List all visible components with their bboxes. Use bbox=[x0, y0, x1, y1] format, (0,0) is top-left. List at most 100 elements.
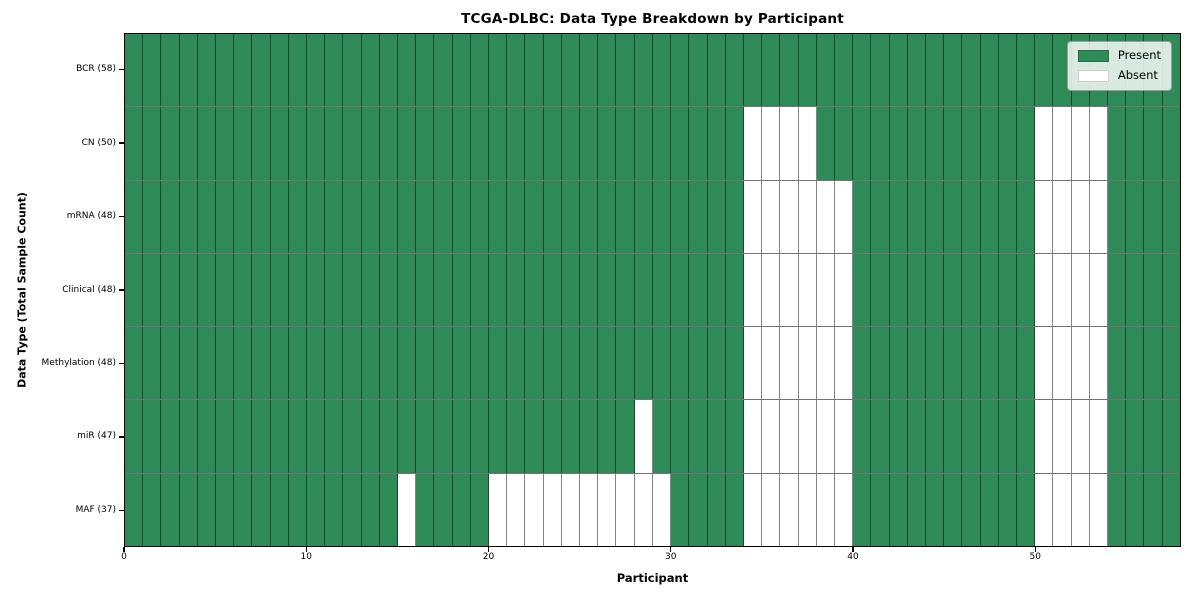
heatmap-cell bbox=[1089, 327, 1108, 400]
heatmap-cell bbox=[416, 400, 435, 473]
heatmap-cell bbox=[652, 107, 672, 180]
heatmap-cell bbox=[234, 473, 253, 546]
heatmap-cell bbox=[1016, 473, 1036, 546]
heatmap-cell bbox=[944, 34, 963, 107]
heatmap-cell bbox=[179, 400, 198, 473]
heatmap-cell bbox=[853, 473, 872, 546]
heatmap-cell bbox=[416, 253, 435, 327]
heatmap-cell bbox=[343, 400, 362, 473]
heatmap-cell bbox=[416, 107, 435, 180]
heatmap-cell bbox=[871, 253, 890, 327]
heatmap-cell bbox=[307, 400, 326, 473]
heatmap-cell bbox=[489, 34, 508, 107]
heatmap-cell bbox=[580, 180, 599, 253]
heatmap-cell bbox=[743, 180, 763, 253]
y-tick-mark bbox=[119, 289, 124, 291]
heatmap-cell bbox=[561, 327, 581, 400]
heatmap-cell bbox=[780, 180, 799, 253]
chart-title: TCGA-DLBC: Data Type Breakdown by Partic… bbox=[461, 11, 844, 27]
heatmap-cell bbox=[925, 400, 945, 473]
heatmap-cell bbox=[1035, 327, 1054, 400]
heatmap-cell bbox=[798, 107, 817, 180]
heatmap-cell bbox=[671, 107, 690, 180]
heatmap-cell bbox=[816, 180, 835, 253]
heatmap-cell bbox=[361, 107, 380, 180]
heatmap-cell bbox=[853, 327, 872, 400]
heatmap-cell bbox=[707, 473, 726, 546]
heatmap-cell bbox=[853, 180, 872, 253]
heatmap-cell bbox=[998, 34, 1017, 107]
heatmap-cell bbox=[743, 327, 763, 400]
heatmap-cell bbox=[634, 34, 653, 107]
heatmap-cell bbox=[234, 34, 253, 107]
heatmap-cell bbox=[962, 400, 981, 473]
y-tick-label: CN (50) bbox=[81, 137, 116, 148]
heatmap-cell bbox=[343, 34, 362, 107]
heatmap-cell bbox=[216, 180, 235, 253]
heatmap-cell bbox=[1053, 400, 1072, 473]
heatmap-cell bbox=[834, 473, 854, 546]
heatmap-cell bbox=[434, 400, 453, 473]
heatmap-cell bbox=[762, 34, 781, 107]
heatmap-cell bbox=[634, 327, 653, 400]
heatmap-row bbox=[125, 107, 1180, 181]
heatmap-cell bbox=[216, 400, 235, 473]
heatmap-cell bbox=[452, 327, 471, 400]
heatmap-cell bbox=[598, 327, 617, 400]
heatmap-cell bbox=[434, 34, 453, 107]
heatmap-cell bbox=[762, 180, 781, 253]
heatmap-cell bbox=[307, 107, 326, 180]
heatmap-cell bbox=[707, 107, 726, 180]
heatmap-cell bbox=[816, 34, 835, 107]
heatmap-cell bbox=[671, 327, 690, 400]
heatmap-cell bbox=[434, 253, 453, 327]
legend-swatch-present bbox=[1077, 50, 1109, 62]
heatmap-cell bbox=[1107, 180, 1127, 253]
heatmap-cell bbox=[616, 180, 635, 253]
heatmap-cell bbox=[1144, 253, 1163, 327]
heatmap-cell bbox=[853, 34, 872, 107]
heatmap-cell bbox=[416, 473, 435, 546]
heatmap-cell bbox=[543, 107, 562, 180]
heatmap-cell bbox=[798, 473, 817, 546]
heatmap-cell bbox=[1107, 473, 1127, 546]
heatmap-cell bbox=[543, 253, 562, 327]
heatmap-cell bbox=[470, 107, 490, 180]
heatmap-cell bbox=[270, 253, 289, 327]
y-tick-label: mRNA (48) bbox=[66, 211, 116, 222]
y-tick-mark bbox=[119, 215, 124, 218]
heatmap-cell bbox=[125, 34, 144, 107]
x-tick-mark bbox=[670, 547, 672, 552]
heatmap-cell bbox=[143, 107, 162, 180]
heatmap-cell bbox=[216, 327, 235, 400]
heatmap-cell bbox=[725, 253, 744, 327]
heatmap-cell bbox=[379, 473, 399, 546]
heatmap-cell bbox=[834, 327, 854, 400]
heatmap-cell bbox=[1071, 107, 1090, 180]
heatmap-cell bbox=[616, 107, 635, 180]
heatmap-cell bbox=[780, 327, 799, 400]
heatmap-cell bbox=[434, 473, 453, 546]
heatmap-cell bbox=[598, 473, 617, 546]
heatmap-cell bbox=[325, 473, 344, 546]
heatmap-cell bbox=[780, 107, 799, 180]
heatmap-cell bbox=[634, 107, 653, 180]
heatmap-cell bbox=[234, 253, 253, 327]
heatmap-cell bbox=[307, 180, 326, 253]
heatmap-cell bbox=[161, 107, 180, 180]
heatmap-cell bbox=[179, 327, 198, 400]
heatmap-cell bbox=[889, 327, 908, 400]
heatmap-cell bbox=[1162, 107, 1180, 180]
heatmap-cell bbox=[1089, 180, 1108, 253]
heatmap-cell bbox=[1162, 253, 1180, 327]
legend-item-absent: Absent bbox=[1077, 70, 1161, 82]
heatmap-cell bbox=[489, 253, 508, 327]
heatmap-cell bbox=[743, 400, 763, 473]
heatmap-cell bbox=[1016, 327, 1036, 400]
heatmap-cell bbox=[1071, 253, 1090, 327]
heatmap-cell bbox=[288, 473, 308, 546]
heatmap-cell bbox=[889, 473, 908, 546]
heatmap-cell bbox=[216, 253, 235, 327]
heatmap-cell bbox=[580, 473, 599, 546]
heatmap-cell bbox=[525, 253, 544, 327]
